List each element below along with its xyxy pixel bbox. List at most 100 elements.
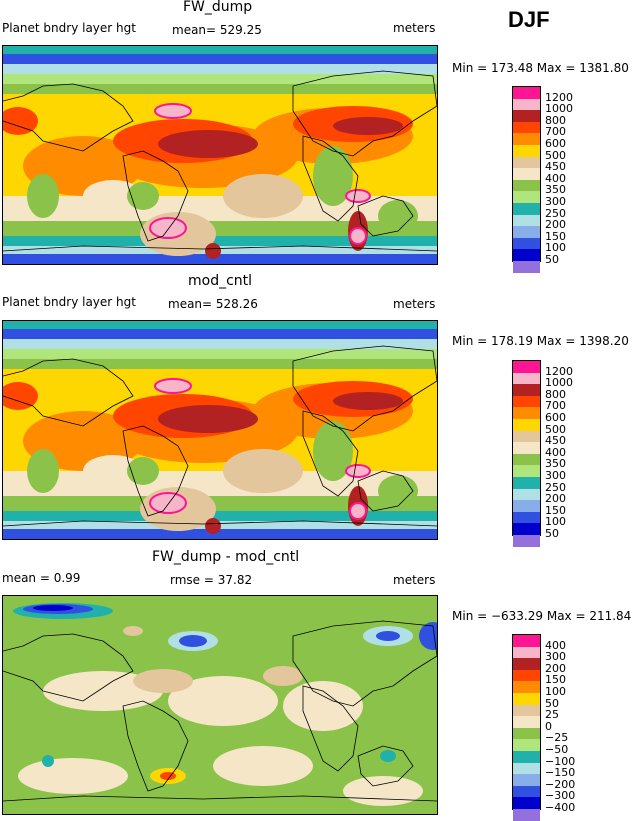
panel2-units: meters [393,297,436,311]
panel1-colorbar-tick: 700 [545,125,566,139]
panel1-colorbar-swatch [513,98,540,111]
panel3-colorbar-swatch [513,762,540,775]
map-contour-region [213,746,313,786]
panel2-colorbar-swatches [512,360,541,548]
panel2-colorbar-tick: 1000 [545,376,573,390]
panel1-map [2,45,438,265]
map-contour-region [283,681,363,731]
panel2-colorbar-swatch [513,395,540,408]
map-band [3,64,437,74]
panel3-colorbar-tick: 400 [545,638,566,652]
panel1-colorbar-swatches [512,86,541,274]
coastline [302,685,359,772]
panel1-colorbar-tick: 400 [545,171,566,185]
map-band [3,529,437,539]
panel1-colorbar-tick: 200 [545,218,566,232]
map-contour-region [158,130,258,158]
panel2-colorbar-tick: 700 [545,399,566,413]
panel2-colorbar-swatch [513,477,540,490]
map-contour-region [333,117,403,135]
panel3-mean: mean = 0.99 [2,571,81,585]
panel3-map [2,595,438,815]
panel1-colorbar-tick: 100 [545,241,566,255]
panel1-mean: mean= 529.25 [172,23,262,37]
map-contour-region [123,626,143,636]
panel3-colorbar-tick: 150 [545,673,566,687]
map-contour-region [419,622,437,650]
coastline [122,700,189,792]
map-contour-region [263,666,303,686]
coastline [302,135,359,222]
panel3-colorbar-swatches [512,634,541,821]
panel1-colorbar-swatch [513,214,540,227]
map-contour-region [378,475,418,507]
map-contour-region [3,382,38,410]
map-contour-region [18,758,128,794]
panel1-colorbar-swatch [513,237,540,250]
map-contour-region [158,405,258,433]
panel1-colorbar-tick: 150 [545,229,566,243]
panel3-colorbar-swatch [513,797,540,810]
panel1-colorbar-tick: 1200 [545,90,573,104]
coastline [357,745,414,787]
panel2-colorbar-swatch [513,442,540,455]
panel2-variable: Planet bndry layer hgt [2,295,136,309]
panel2-colorbar-tick: 150 [545,503,566,517]
panel3-rmse: rmse = 37.82 [170,573,253,587]
panel1-map-plot [3,46,437,264]
map-contour-region [83,180,143,212]
panel1-colorbar-tick: 450 [545,160,566,174]
panel2-colorbar-swatch [513,511,540,524]
panel2-title: mod_cntl [188,273,253,289]
panel1-colorbar-swatch [513,191,540,204]
panel3-colorbar-swatch [513,716,540,729]
panel1-colorbar-swatch [513,261,540,274]
panel3-minmax: Min = −633.29 Max = 211.84 [452,609,632,623]
map-contour-region [3,107,38,135]
map-band [3,339,437,349]
map-band [3,321,437,329]
panel2-colorbar-swatch [513,407,540,420]
coastline [122,425,189,517]
coastline [357,195,414,237]
map-contour-region [83,455,143,487]
panel3-colorbar-swatch [513,727,540,740]
map-contour-region [223,449,303,493]
panel3-colorbar-swatch [513,693,540,706]
map-maximum [345,189,371,203]
map-contour-region [313,421,353,481]
panel2-colorbar-swatch [513,535,540,548]
panel1-colorbar-swatch [513,226,540,239]
panel1-colorbar-tick: 500 [545,148,566,162]
map-contour-region [205,518,221,534]
panel2-map [2,320,438,540]
panel3-colorbar-tick: 0 [545,719,552,733]
map-band [3,54,437,64]
coastline [122,150,189,242]
panel2-colorbar-swatch [513,419,540,432]
map-band [3,236,437,246]
coastline [3,83,134,152]
panel2-colorbar-tick: 200 [545,492,566,506]
panel2-colorbar-tick: 800 [545,387,566,401]
map-band [3,496,437,511]
panel3-colorbar-tick: −100 [545,754,576,768]
map-band [3,84,437,94]
panel2-colorbar-swatch [513,488,540,501]
map-contour-region [333,392,403,410]
map-contour-region [378,200,418,232]
coastline [292,620,437,707]
panel1-colorbar-swatch [513,110,540,123]
map-maximum [154,378,192,394]
panel3-colorbar-swatch [513,635,540,648]
panel2-colorbar-tick: 350 [545,457,566,471]
map-contour-region [27,174,59,218]
panel2-colorbar-swatch [513,372,540,385]
panel1-colorbar-tick: 350 [545,183,566,197]
map-contour-region [133,669,193,693]
panel1-colorbar-tick: 600 [545,137,566,150]
coastline [292,345,437,432]
panel3-colorbar-swatch [513,658,540,671]
panel1-colorbar-tick: 50 [545,253,559,266]
map-band [3,74,437,84]
